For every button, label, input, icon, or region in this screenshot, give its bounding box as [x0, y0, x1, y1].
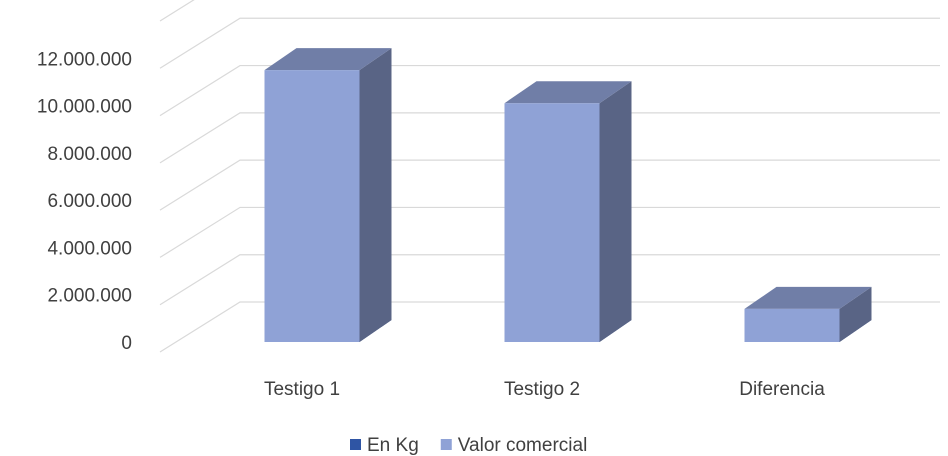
grid-line [159, 0, 195, 22]
bar [744, 286, 872, 342]
y-tick-label: 10.000.000 [37, 97, 132, 118]
bar-face [264, 48, 392, 71]
y-tick-label: 4.000.000 [47, 238, 132, 259]
bar-face [839, 286, 872, 342]
bar-face [359, 48, 392, 342]
y-tick-label: 12.000.000 [37, 49, 132, 70]
y-tick-label: 0 [121, 333, 132, 354]
grid-line [159, 64, 940, 117]
legend-swatch [350, 439, 361, 450]
grid-line [159, 301, 940, 353]
grid-line [159, 254, 940, 306]
bar-face [744, 308, 840, 342]
bar-face [744, 286, 872, 309]
grid-line [159, 112, 940, 164]
grid-line [159, 17, 940, 69]
y-tick-label: 2.000.000 [47, 286, 132, 307]
legend-label: En Kg [367, 435, 419, 456]
grid-line [159, 159, 940, 211]
y-tick-label: 8.000.000 [47, 144, 132, 165]
grid-line [159, 206, 940, 258]
bar-face [599, 81, 632, 342]
bar-face [264, 70, 360, 342]
legend-swatch [440, 439, 452, 450]
x-tick-label: Testigo 2 [504, 379, 580, 400]
x-tick-label: Diferencia [739, 379, 825, 400]
y-tick-label: 6.000.000 [47, 191, 132, 212]
bar-face [504, 103, 600, 342]
x-tick-label: Testigo 1 [264, 379, 340, 400]
bar-face [504, 81, 632, 104]
bar [504, 81, 632, 342]
legend-label: Valor comercial [458, 435, 588, 456]
bar [264, 48, 392, 342]
